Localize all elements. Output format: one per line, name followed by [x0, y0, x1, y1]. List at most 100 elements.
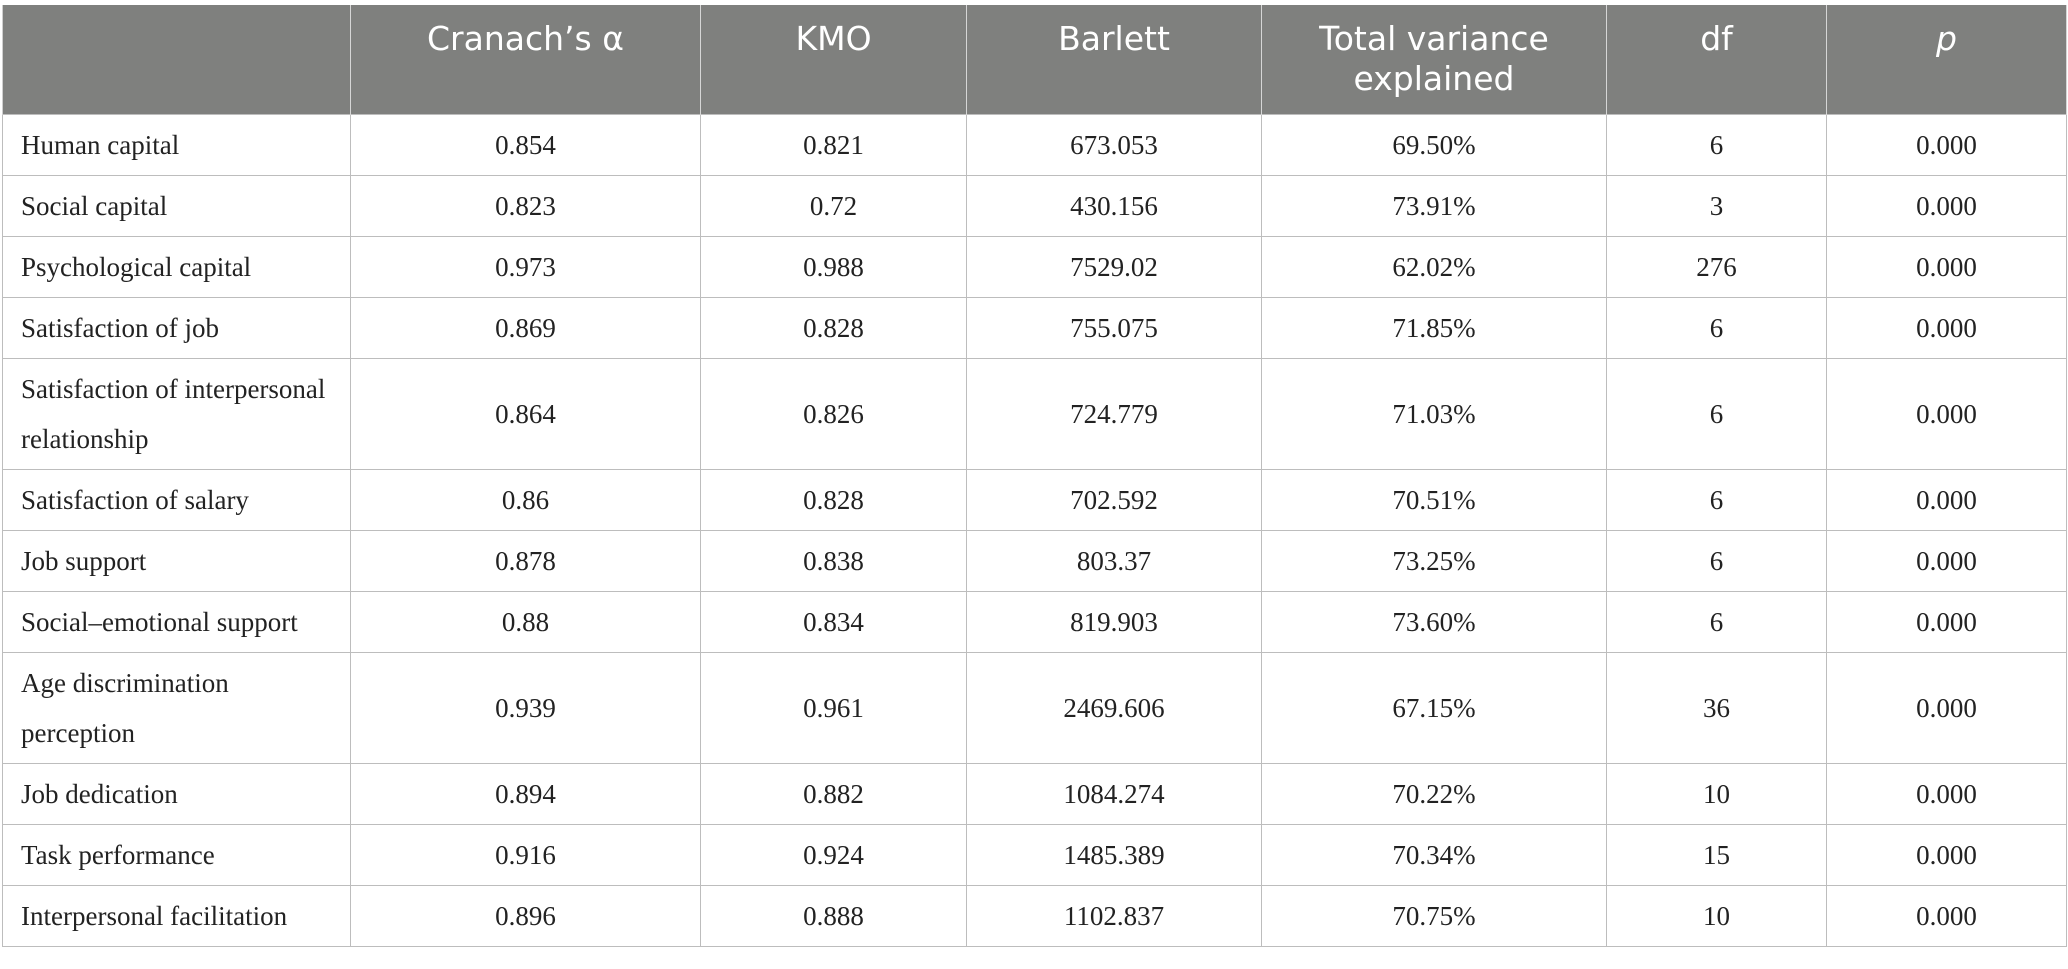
table-row: Age discrimination perception 0.939 0.96…: [2, 651, 2067, 764]
row-label: Job support: [2, 529, 351, 592]
cell-df: 6: [1606, 529, 1827, 592]
cell-p: 0.000: [1826, 113, 2067, 176]
cell-kmo: 0.828: [700, 468, 967, 531]
row-label: Human capital: [2, 113, 351, 176]
cell-variance: 73.91%: [1261, 174, 1607, 237]
reliability-validity-table: Cranach’s α KMO Barlett Total variance e…: [2, 5, 2067, 947]
cell-kmo: 0.838: [700, 529, 967, 592]
cell-variance: 71.03%: [1261, 357, 1607, 470]
cell-alpha: 0.823: [350, 174, 701, 237]
header-cronbach-alpha: Cranach’s α: [350, 5, 701, 114]
cell-alpha: 0.88: [350, 590, 701, 653]
header-p: p: [1826, 5, 2067, 114]
cell-p: 0.000: [1826, 174, 2067, 237]
cell-kmo: 0.834: [700, 590, 967, 653]
cell-df: 10: [1606, 762, 1827, 825]
header-kmo: KMO: [700, 5, 967, 114]
table-row: Psychological capital 0.973 0.988 7529.0…: [2, 235, 2067, 298]
cell-alpha: 0.916: [350, 823, 701, 886]
cell-p: 0.000: [1826, 468, 2067, 531]
cell-barlett: 430.156: [966, 174, 1262, 237]
cell-barlett: 755.075: [966, 296, 1262, 359]
cell-p: 0.000: [1826, 590, 2067, 653]
cell-variance: 70.51%: [1261, 468, 1607, 531]
table-row: Interpersonal facilitation 0.896 0.888 1…: [2, 884, 2067, 947]
cell-alpha: 0.878: [350, 529, 701, 592]
table-row: Task performance 0.916 0.924 1485.389 70…: [2, 823, 2067, 886]
cell-alpha: 0.869: [350, 296, 701, 359]
cell-alpha: 0.86: [350, 468, 701, 531]
cell-kmo: 0.924: [700, 823, 967, 886]
cell-kmo: 0.882: [700, 762, 967, 825]
cell-kmo: 0.961: [700, 651, 967, 764]
cell-variance: 67.15%: [1261, 651, 1607, 764]
cell-df: 6: [1606, 590, 1827, 653]
cell-p: 0.000: [1826, 296, 2067, 359]
table-row: Job dedication 0.894 0.882 1084.274 70.2…: [2, 762, 2067, 825]
row-label: Satisfaction of job: [2, 296, 351, 359]
cell-variance: 69.50%: [1261, 113, 1607, 176]
cell-kmo: 0.828: [700, 296, 967, 359]
row-label: Interpersonal facilitation: [2, 884, 351, 947]
cell-p: 0.000: [1826, 884, 2067, 947]
table-row: Satisfaction of salary 0.86 0.828 702.59…: [2, 468, 2067, 531]
cell-variance: 70.75%: [1261, 884, 1607, 947]
cell-kmo: 0.72: [700, 174, 967, 237]
cell-variance: 73.25%: [1261, 529, 1607, 592]
row-label: Psychological capital: [2, 235, 351, 298]
cell-variance: 62.02%: [1261, 235, 1607, 298]
cell-p: 0.000: [1826, 235, 2067, 298]
cell-df: 3: [1606, 174, 1827, 237]
row-label: Age discrimination perception: [2, 651, 351, 764]
cell-barlett: 1084.274: [966, 762, 1262, 825]
table-row: Job support 0.878 0.838 803.37 73.25% 6 …: [2, 529, 2067, 592]
header-blank: [2, 5, 351, 114]
cell-df: 6: [1606, 468, 1827, 531]
header-total-variance: Total variance explained: [1261, 5, 1607, 114]
cell-p: 0.000: [1826, 529, 2067, 592]
cell-alpha: 0.973: [350, 235, 701, 298]
cell-alpha: 0.854: [350, 113, 701, 176]
cell-variance: 71.85%: [1261, 296, 1607, 359]
table-row: Satisfaction of job 0.869 0.828 755.075 …: [2, 296, 2067, 359]
cell-df: 10: [1606, 884, 1827, 947]
cell-barlett: 724.779: [966, 357, 1262, 470]
cell-barlett: 673.053: [966, 113, 1262, 176]
cell-alpha: 0.939: [350, 651, 701, 764]
row-label: Social–emotional support: [2, 590, 351, 653]
table-row: Social–emotional support 0.88 0.834 819.…: [2, 590, 2067, 653]
row-label: Job dedication: [2, 762, 351, 825]
cell-p: 0.000: [1826, 651, 2067, 764]
row-label: Satisfaction of salary: [2, 468, 351, 531]
cell-alpha: 0.896: [350, 884, 701, 947]
cell-kmo: 0.821: [700, 113, 967, 176]
cell-df: 36: [1606, 651, 1827, 764]
cell-alpha: 0.864: [350, 357, 701, 470]
cell-barlett: 2469.606: [966, 651, 1262, 764]
cell-p: 0.000: [1826, 823, 2067, 886]
table-header: Cranach’s α KMO Barlett Total variance e…: [2, 5, 2067, 114]
cell-kmo: 0.988: [700, 235, 967, 298]
cell-variance: 73.60%: [1261, 590, 1607, 653]
cell-variance: 70.34%: [1261, 823, 1607, 886]
header-df: df: [1606, 5, 1827, 114]
table-row: Human capital 0.854 0.821 673.053 69.50%…: [2, 113, 2067, 176]
cell-kmo: 0.826: [700, 357, 967, 470]
cell-df: 276: [1606, 235, 1827, 298]
cell-p: 0.000: [1826, 762, 2067, 825]
row-label: Task performance: [2, 823, 351, 886]
cell-df: 6: [1606, 357, 1827, 470]
cell-barlett: 1485.389: [966, 823, 1262, 886]
cell-barlett: 1102.837: [966, 884, 1262, 947]
table-row: Satisfaction of interpersonal relationsh…: [2, 357, 2067, 470]
header-barlett: Barlett: [966, 5, 1262, 114]
row-label: Satisfaction of interpersonal relationsh…: [2, 357, 351, 470]
cell-barlett: 702.592: [966, 468, 1262, 531]
cell-df: 6: [1606, 296, 1827, 359]
cell-kmo: 0.888: [700, 884, 967, 947]
cell-variance: 70.22%: [1261, 762, 1607, 825]
cell-barlett: 819.903: [966, 590, 1262, 653]
row-label: Social capital: [2, 174, 351, 237]
table-row: Social capital 0.823 0.72 430.156 73.91%…: [2, 174, 2067, 237]
cell-alpha: 0.894: [350, 762, 701, 825]
